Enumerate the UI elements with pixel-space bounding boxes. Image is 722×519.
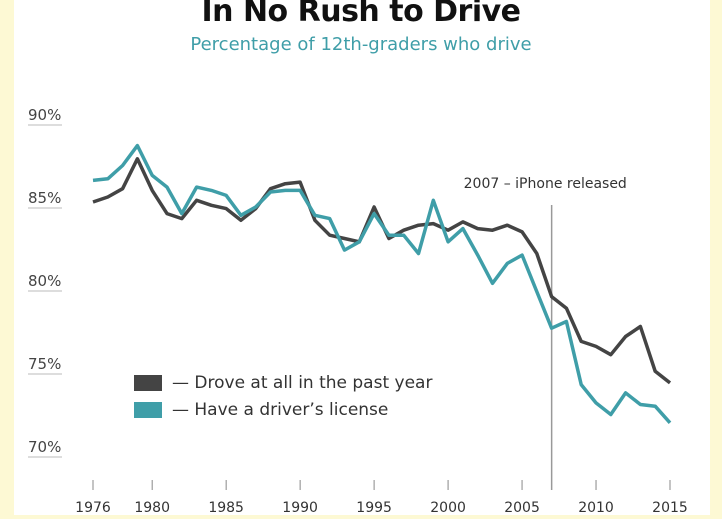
x-tick-label: 2005 (504, 500, 540, 516)
legend-item-license: — Have a driver’s license (134, 400, 388, 420)
chart-panel (14, 0, 710, 515)
x-tick-label: 2010 (578, 500, 614, 516)
series-line-drove (92, 157, 672, 385)
x-tick-label: 1990 (282, 500, 318, 516)
legend-item-drove: — Drove at all in the past year (134, 373, 432, 393)
chart-subtitle: Percentage of 12th-graders who drive (190, 34, 532, 55)
legend-swatch-license (134, 402, 162, 418)
legend-label-license: — Have a driver’s license (172, 400, 389, 420)
chart-title: In No Rush to Drive (201, 0, 521, 29)
y-tick-label: 75% (28, 355, 61, 373)
x-tick-label: 1976 (75, 500, 111, 516)
x-tick-label: 2015 (652, 500, 688, 516)
x-tick-label: 1980 (134, 500, 170, 516)
legend-swatch-drove (134, 375, 162, 391)
y-tick-label: 85% (28, 189, 61, 207)
legend-label-drove: — Drove at all in the past year (172, 373, 433, 393)
y-tick-label: 80% (28, 272, 61, 290)
annotation-label: 2007 – iPhone released (464, 176, 627, 192)
y-tick-label: 90% (28, 106, 61, 124)
y-tick-label: 70% (28, 438, 61, 456)
x-tick-label: 1995 (356, 500, 392, 516)
series-line-license (92, 143, 672, 424)
x-tick-label: 1985 (208, 500, 244, 516)
x-tick-label: 2000 (430, 500, 466, 516)
